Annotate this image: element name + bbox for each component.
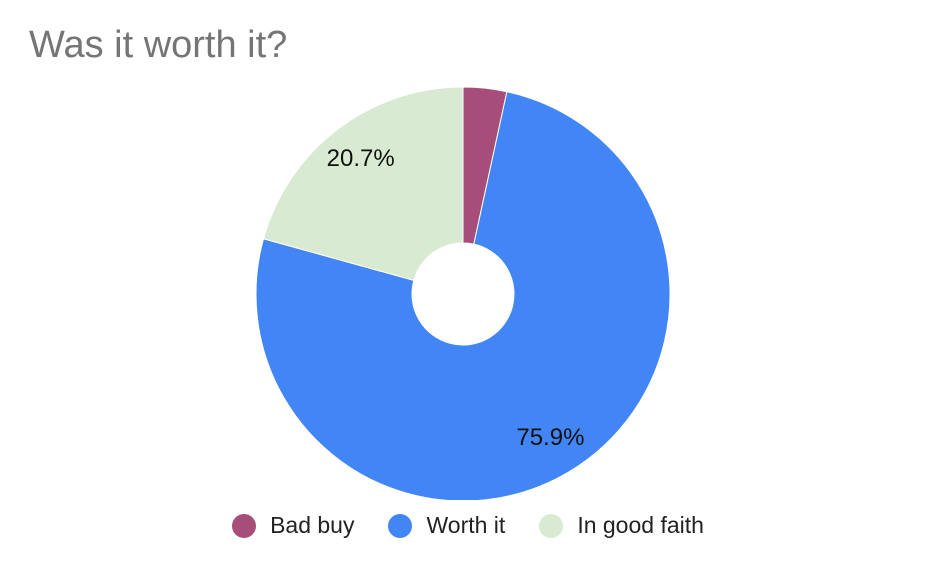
slice-label-in-good-faith: 20.7% (327, 145, 395, 172)
legend-swatch-icon (232, 513, 257, 538)
legend-label: Bad buy (270, 512, 355, 538)
legend-item-worth-it[interactable]: Worth it (388, 512, 505, 539)
legend-item-in-good-faith[interactable]: In good faith (539, 512, 704, 539)
slice-labels-group: 75.9% 20.7% (327, 145, 585, 451)
legend-label: Worth it (426, 512, 506, 538)
slice-worth-it (255, 91, 671, 500)
slice-label-worth-it: 75.9% (516, 424, 584, 451)
legend: Bad buy Worth it In good faith (0, 512, 926, 539)
slice-in-good-faith (262, 86, 464, 282)
chart-title: Was it worth it? (29, 24, 288, 66)
slices-group (255, 86, 671, 500)
legend-swatch-icon (388, 513, 413, 538)
legend-item-bad-buy[interactable]: Bad buy (232, 512, 354, 539)
donut-chart: 75.9% 20.7% (255, 86, 671, 500)
legend-label: In good faith (577, 512, 704, 538)
legend-swatch-icon (539, 513, 564, 538)
